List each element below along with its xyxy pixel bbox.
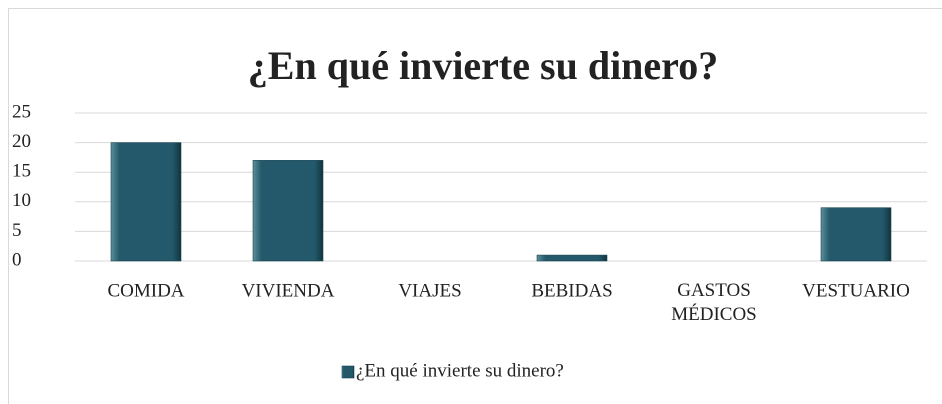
bar — [252, 160, 324, 262]
x-tick-label: VIVIENDA — [242, 280, 335, 301]
chart-frame — [8, 8, 942, 404]
chart-title: ¿En qué invierte su dinero? — [248, 43, 718, 88]
legend-label: ¿En qué invierte su dinero? — [356, 360, 564, 381]
x-tick-label-line: MÉDICOS — [671, 303, 757, 325]
bar — [110, 142, 182, 262]
y-tick-label: 5 — [12, 220, 22, 241]
x-tick-label: VESTUARIO — [802, 280, 910, 301]
bar — [820, 207, 892, 262]
bar — [536, 254, 608, 262]
y-tick-label: 10 — [12, 190, 31, 211]
x-tick-label: VIAJES — [398, 280, 461, 301]
y-tick-label: 0 — [12, 249, 22, 270]
y-tick-label: 20 — [12, 131, 31, 152]
x-tick-label: COMIDA — [107, 280, 184, 301]
x-tick-label: GASTOS MÉDICOS — [671, 280, 757, 325]
y-tick-label: 15 — [12, 161, 31, 182]
x-tick-label-line: GASTOS — [677, 280, 751, 301]
legend-swatch — [341, 365, 355, 379]
x-tick-label: BEBIDAS — [531, 280, 612, 301]
y-tick-label: 25 — [12, 101, 31, 122]
